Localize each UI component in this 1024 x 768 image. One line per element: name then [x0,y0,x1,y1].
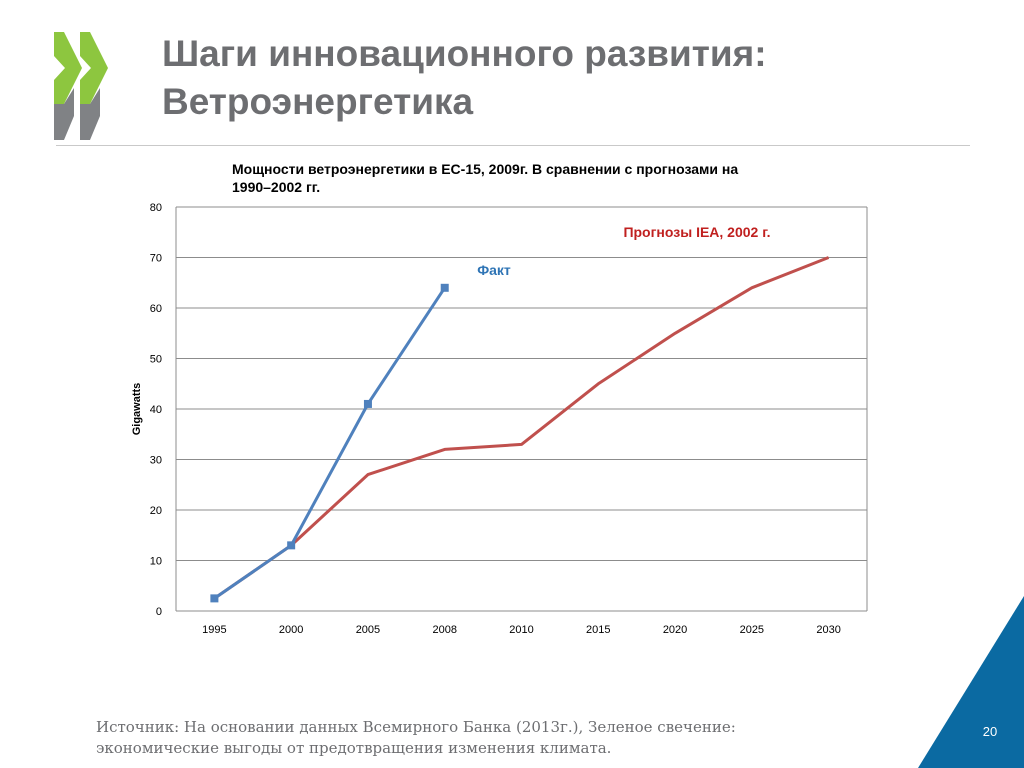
slide-title-line-1: Шаги инновационного развития: [162,33,767,74]
x-tick-label: 2025 [740,624,764,636]
title-divider [56,145,970,146]
y-tick-label: 60 [150,303,162,315]
x-tick-label: 2000 [279,624,303,636]
y-tick-label: 10 [150,556,162,568]
chart-title-line-1: Мощности ветроэнергетики в ЕС-15, 2009г.… [232,161,739,177]
y-tick-label: 50 [150,354,162,366]
y-tick-label: 0 [156,606,162,618]
y-tick-label: 30 [150,455,162,467]
x-tick-label: 2015 [586,624,610,636]
data-point-marker [287,541,296,550]
y-tick-label: 80 [150,202,162,214]
data-point-marker [210,594,219,603]
series-label-iea-forecast: Прогнозы IEA, 2002 г. [623,224,770,240]
slide-title-line-2: Ветроэнергетика [162,81,474,122]
series-label-actual: Факт [477,262,511,278]
x-tick-label: 1995 [202,624,226,636]
page-number: 20 [982,724,998,739]
slide-title: Шаги инновационного развития: Ветроэнерг… [162,30,982,126]
x-tick-label: 2008 [432,624,456,636]
y-tick-label: 20 [150,505,162,517]
chart-title-line-2: 1990–2002 гг. [232,179,321,195]
oecd-chevron-logo [54,32,108,140]
y-axis-label: Gigawatts [131,383,143,436]
x-tick-label: 2020 [663,624,687,636]
source-line-2: экономические выгоды от предотвращения и… [96,739,612,757]
y-tick-label: 70 [150,253,162,265]
source-note: Источник: На основании данных Всемирного… [96,717,856,759]
series-line-actual [213,286,446,600]
y-tick-label: 40 [150,404,162,416]
data-point-marker [363,399,372,408]
series-line-iea-forecast [213,256,830,600]
chart-title: Мощности ветроэнергетики в ЕС-15, 2009г.… [232,160,872,196]
x-tick-label: 2030 [816,624,840,636]
x-tick-label: 2005 [356,624,380,636]
x-tick-label: 2010 [509,624,533,636]
source-line-1: Источник: На основании данных Всемирного… [96,718,736,736]
data-point-marker [440,283,449,292]
